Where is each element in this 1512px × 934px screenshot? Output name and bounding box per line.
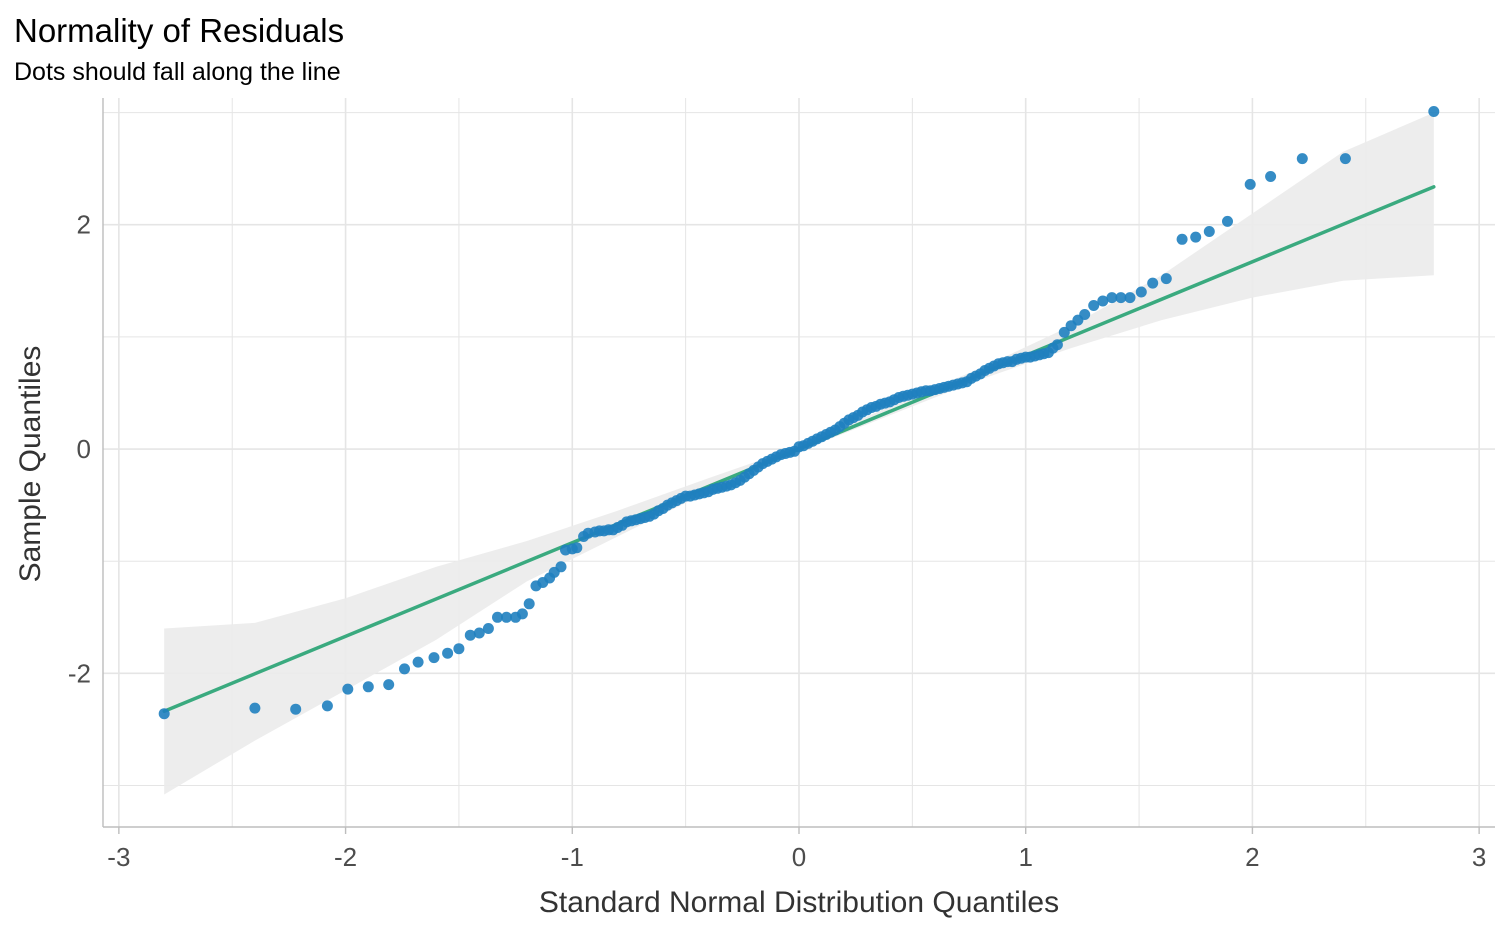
- data-point: [342, 683, 354, 695]
- data-point: [492, 611, 503, 623]
- data-point: [1135, 286, 1147, 298]
- data-point: [1339, 153, 1351, 165]
- data-point: [1106, 292, 1118, 304]
- data-point: [1058, 326, 1070, 338]
- data-point: [1124, 292, 1136, 304]
- data-point: [321, 700, 333, 712]
- data-point: [158, 708, 170, 720]
- data-point: [501, 611, 512, 623]
- x-tick-label: -1: [561, 842, 584, 872]
- data-point: [473, 627, 485, 639]
- y-tick-label: 2: [77, 210, 91, 240]
- data-point: [464, 629, 476, 641]
- y-tick-label: 0: [77, 434, 91, 464]
- x-tick-label: -3: [107, 842, 130, 872]
- confidence-band: [164, 112, 1434, 795]
- data-point: [482, 623, 494, 634]
- y-tick-labels: -2 0 2: [68, 210, 91, 689]
- x-tick-labels: -3 -2 -1 0 1 2 3: [107, 827, 1486, 872]
- data-point: [1160, 273, 1172, 285]
- data-point: [1203, 226, 1215, 237]
- data-point: [1097, 295, 1109, 307]
- x-tick-label: 1: [1018, 842, 1032, 872]
- data-point: [1244, 178, 1256, 190]
- chart-title: Normality of Residuals: [14, 12, 344, 49]
- data-point: [555, 561, 567, 573]
- data-point: [399, 663, 410, 675]
- data-point: [1190, 231, 1202, 243]
- data-point: [290, 703, 302, 715]
- x-tick-label: -2: [334, 842, 357, 872]
- data-point: [249, 702, 261, 714]
- data-point: [428, 652, 440, 664]
- data-point: [523, 598, 535, 610]
- x-tick-label: 3: [1472, 842, 1486, 872]
- data-point: [1296, 153, 1308, 165]
- data-point: [571, 542, 583, 554]
- data-point: [383, 679, 395, 691]
- data-point: [1079, 309, 1091, 320]
- confidence-band-layer: [164, 112, 1434, 795]
- chart-subtitle: Dots should fall along the line: [14, 58, 341, 86]
- y-axis-title: Sample Quantiles: [14, 346, 47, 583]
- x-tick-label: 2: [1245, 842, 1259, 872]
- data-point: [442, 647, 454, 659]
- data-point: [1265, 171, 1277, 182]
- data-point: [1428, 106, 1440, 117]
- data-point: [1088, 300, 1100, 311]
- data-point: [362, 681, 374, 693]
- data-point: [1115, 292, 1127, 304]
- data-point: [1147, 277, 1159, 289]
- data-point: [412, 656, 424, 668]
- x-axis-title: Standard Normal Distribution Quantiles: [539, 886, 1059, 919]
- data-point: [1222, 215, 1233, 227]
- points-layer: [158, 106, 1440, 720]
- data-point: [1176, 233, 1188, 245]
- y-tick-label: -2: [68, 658, 91, 688]
- data-point: [516, 608, 528, 620]
- data-point: [1051, 339, 1063, 351]
- data-point: [453, 643, 465, 655]
- x-tick-label: 0: [792, 842, 806, 872]
